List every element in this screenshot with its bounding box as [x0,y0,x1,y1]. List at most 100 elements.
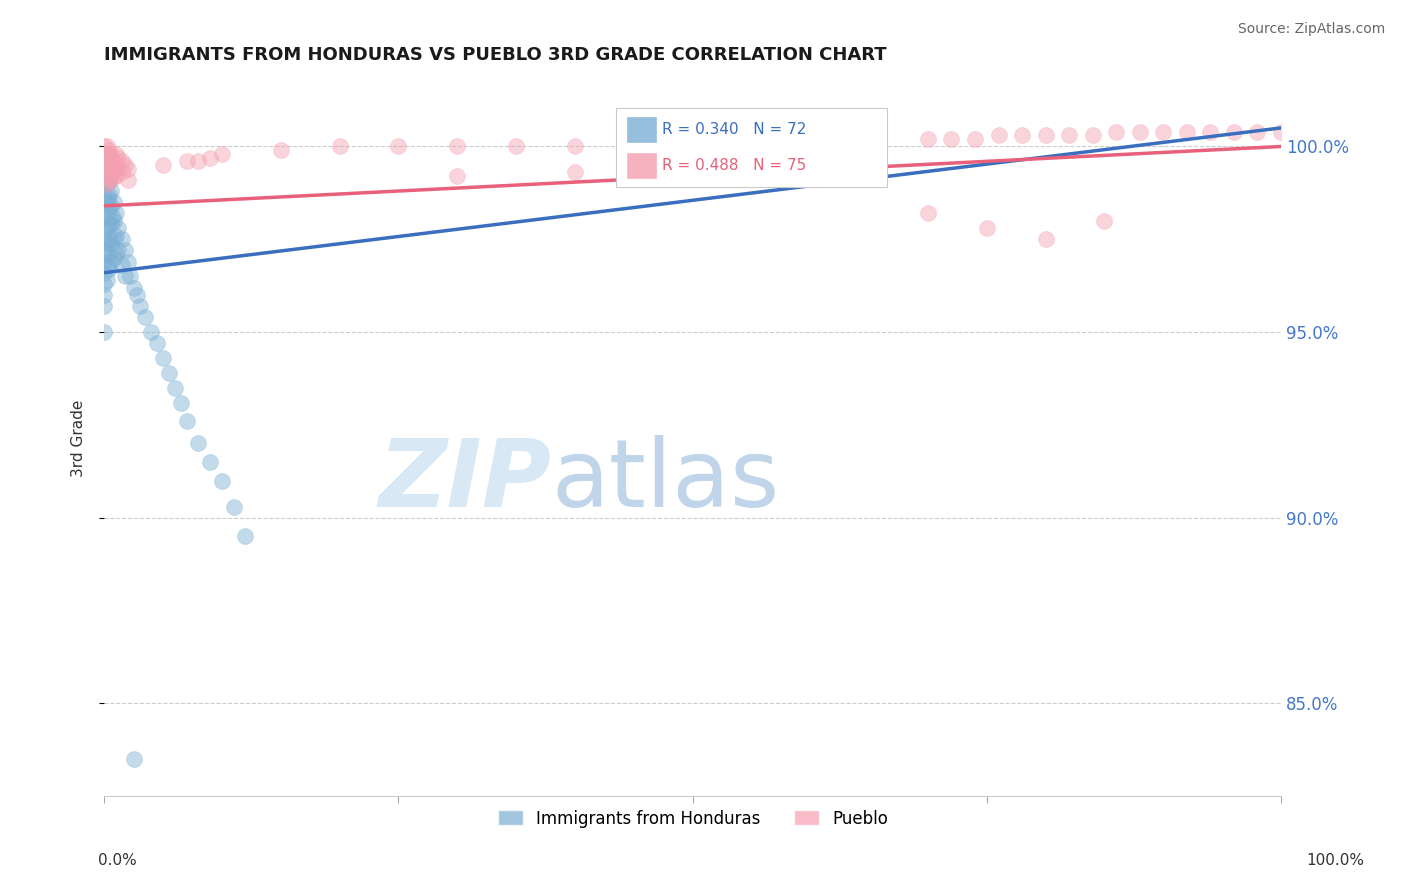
Point [96,177,118,191]
Point [93,154,115,169]
Point [222,500,245,514]
Point [93,232,115,246]
Point [103,213,125,227]
Point [1094,213,1116,227]
Point [187,154,209,169]
Point [1105,125,1128,139]
Point [120,269,142,284]
Point [96,221,118,235]
Point [1223,125,1246,139]
Point [107,244,129,258]
Point [93,169,115,184]
Point [111,165,134,179]
Text: Source: ZipAtlas.com: Source: ZipAtlas.com [1237,22,1385,37]
Point [96,195,118,210]
Point [98,158,121,172]
Text: atlas: atlas [551,435,780,527]
Point [93,221,115,235]
Point [98,218,121,232]
Point [96,247,118,261]
Point [96,258,118,272]
Point [1057,128,1080,143]
Point [93,187,115,202]
Point [1011,128,1033,143]
Point [98,187,121,202]
Point [96,273,118,287]
Point [564,165,586,179]
Point [93,161,115,176]
Point [122,280,145,294]
Point [105,206,128,220]
Point [93,210,115,224]
Point [96,177,118,191]
Point [100,235,122,250]
Point [96,206,118,220]
Text: ZIP: ZIP [378,435,551,527]
Point [127,288,149,302]
Point [740,136,762,150]
Point [93,139,115,153]
Point [157,366,180,380]
Point [114,158,136,172]
Point [93,266,115,280]
Point [93,147,115,161]
Point [198,455,221,469]
Point [114,269,136,284]
Point [187,436,209,450]
Point [96,235,118,250]
Point [917,132,939,146]
Point [446,139,468,153]
Point [858,132,880,146]
Point [1270,125,1292,139]
Point [93,177,115,191]
Point [105,228,128,243]
Point [101,165,124,179]
Point [98,232,121,246]
Text: R = 0.488   N = 75: R = 0.488 N = 75 [662,158,806,173]
Point [93,147,115,161]
Point [963,132,986,146]
Point [98,173,121,187]
Point [235,529,257,543]
Point [96,158,118,172]
Point [107,151,129,165]
Point [98,169,121,184]
Point [128,299,150,313]
Point [107,161,129,176]
Point [117,161,139,176]
Point [96,154,118,169]
Point [505,139,527,153]
Point [111,232,134,246]
Point [93,169,115,184]
Point [100,184,122,198]
Point [100,151,122,165]
Text: 100.0%: 100.0% [1306,854,1364,868]
Point [93,299,115,313]
Point [329,139,352,153]
Point [799,136,821,150]
Point [1175,125,1198,139]
Point [387,139,409,153]
Point [100,254,122,268]
Point [682,165,704,179]
Point [211,474,233,488]
Point [93,325,115,339]
Point [105,147,128,161]
Point [93,244,115,258]
Point [1129,125,1152,139]
Point [446,169,468,184]
Point [96,165,118,179]
Point [103,232,125,246]
Point [111,258,134,272]
Point [1152,125,1174,139]
Point [682,136,704,150]
Point [101,154,124,169]
Point [98,247,121,261]
Point [114,244,136,258]
Point [941,132,963,146]
Point [176,414,198,428]
Point [103,195,125,210]
FancyBboxPatch shape [616,108,887,187]
Point [1035,232,1057,246]
Point [93,158,115,172]
